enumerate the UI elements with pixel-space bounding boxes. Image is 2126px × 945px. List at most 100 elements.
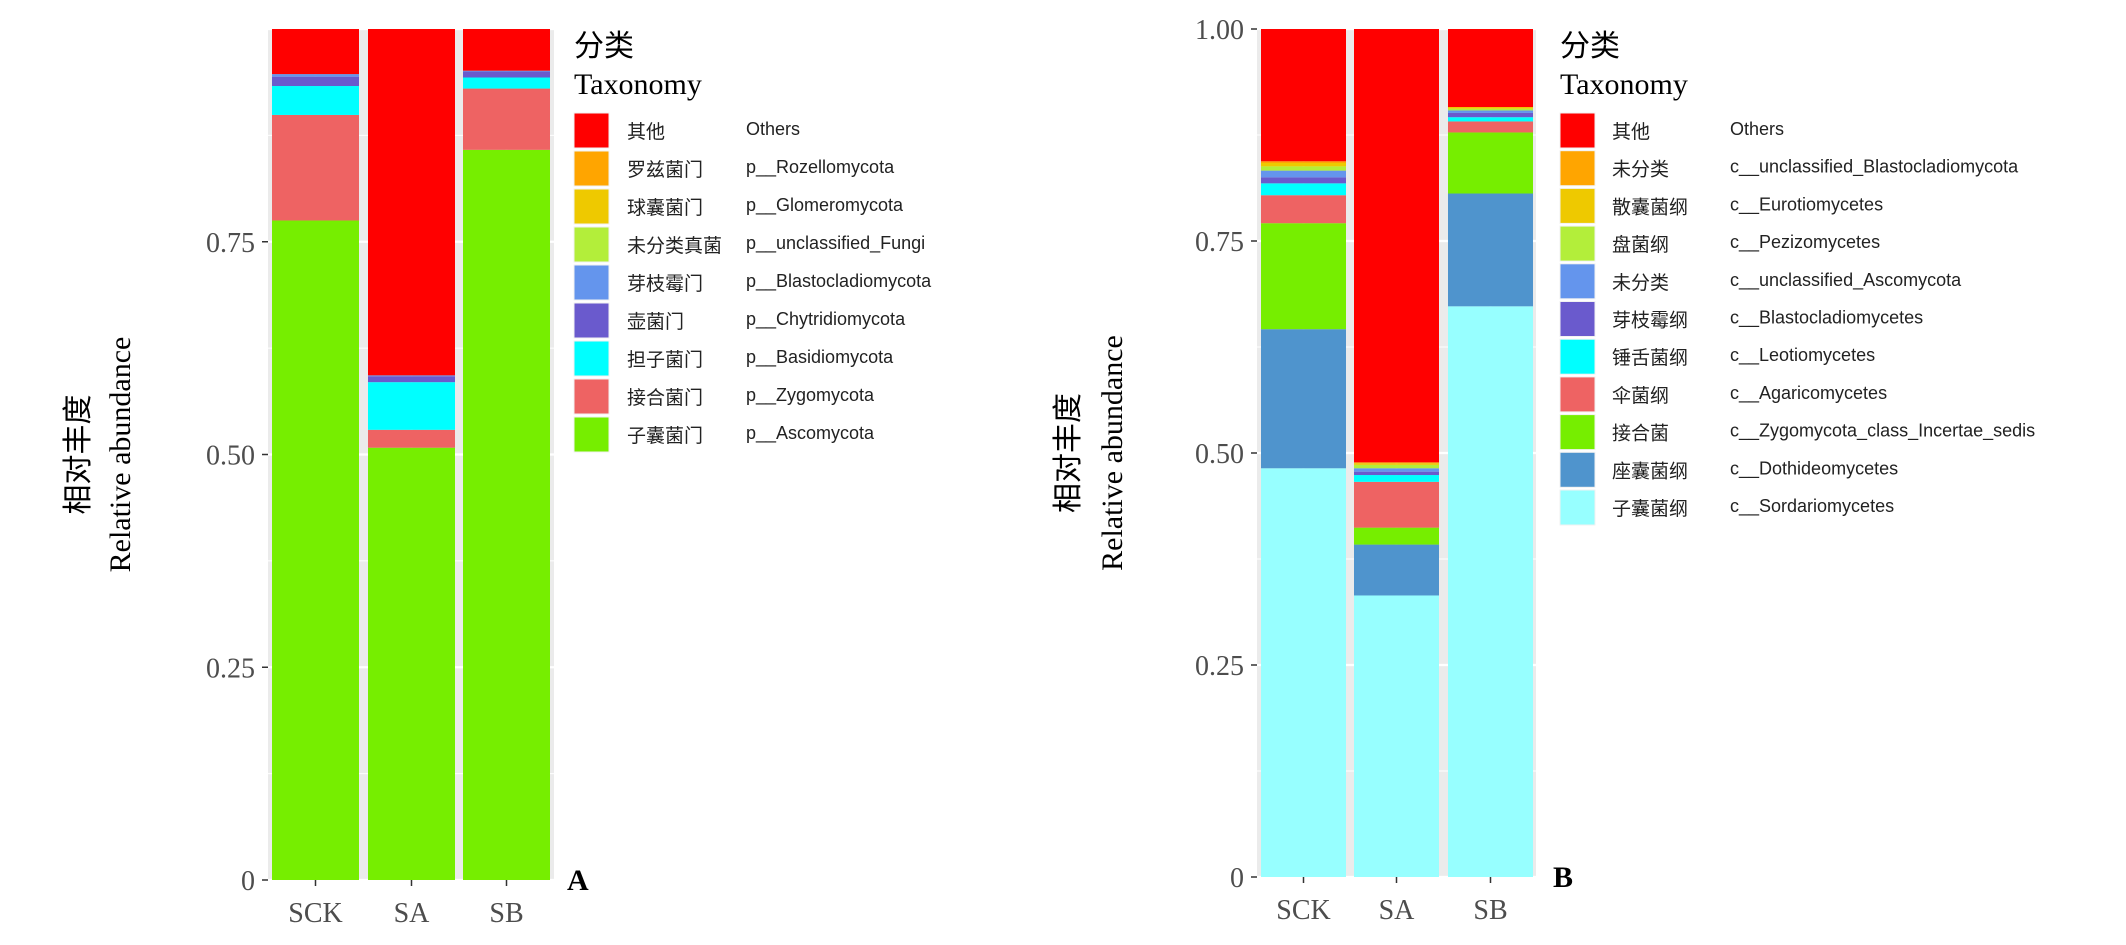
bar-segment-SB-c__Leotiomycetes [1448,117,1533,122]
bar-segment-SCK-p__Chytridiomycota [272,76,359,87]
bar-segment-SA-p__Zygomycota [368,429,455,448]
legend-label-zh: 接合菌 [1612,423,1669,445]
legend-label: c__Dothideomycetes [1730,458,1898,479]
legend-title: Taxonomy [1560,68,1688,101]
y-axis-title-zh: 相对丰度 [62,395,95,515]
bar-segment-SCK-Others [1261,29,1346,162]
legend-label: p__unclassified_Fungi [746,233,925,254]
legend-swatch [1559,376,1596,413]
legend-label: p__Glomeromycota [746,195,904,216]
bar-segment-SA-c__Leotiomycetes [1354,475,1439,482]
legend-label-zh: 球囊菌门 [627,197,703,219]
legend-swatch [1559,225,1596,262]
legend-label: p__Basidiomycota [746,347,894,368]
legend-item: 座囊菌纲 c__Dothideomycetes [1559,451,1898,488]
legend-label: Others [1730,119,1784,139]
legend-item: 锤舌菌纲 c__Leotiomycetes [1559,338,1875,375]
legend-swatch [573,264,610,301]
legend-label: c__Agaricomycetes [1730,383,1887,404]
chart-panel-B: SCK SA SB 0 0.25 0.50 0.75 1.00 相对丰度 Relative abu… [1052,15,2035,926]
legend-label: c__Sordariomycetes [1730,496,1894,517]
legend-item: 盘菌纲 c__Pezizomycetes [1559,225,1880,262]
legend-swatch [1559,451,1596,488]
bar-segment-SB-Others [1448,29,1533,108]
bar-segment-SCK-c__Blastocladiomycetes [1261,177,1346,184]
legend-swatch [573,188,610,225]
legend-swatch [573,340,610,377]
bar-segment-SCK-c__Sordariomycetes [1261,468,1346,877]
legend-label: c__unclassified_Blastocladiomycota [1730,157,2019,178]
bar-segment-SCK-c__Zygomycota_class_Incertae_sedis [1261,223,1346,330]
bar-segment-SCK-c__unclassified_Blastocladiomycota [1261,161,1346,163]
x-tick-label: SA [1379,895,1416,926]
legend-label-zh: 接合菌门 [627,387,703,409]
legend: 分类 Taxonomy 其他 Others 未分类 c__unclassified_Bla… [1559,30,2035,526]
legend-item: 子囊菌门 p__Ascomycota [573,416,875,453]
legend-label-zh: 未分类 [1612,159,1669,181]
legend-item: 未分类 c__unclassified_Ascomycota [1559,263,1962,300]
x-tick-label: SCK [1276,895,1330,926]
bar-segment-SB-c__Blastocladiomycetes [1448,112,1533,118]
legend-swatch [1559,263,1596,300]
legend-swatch [573,150,610,187]
bar-segment-SA-p__Ascomycota [368,447,455,880]
legend-item: 伞菌纲 c__Agaricomycetes [1559,376,1887,413]
legend-item: 子囊菌纲 c__Sordariomycetes [1559,489,1894,526]
legend-label-zh: 其他 [1612,121,1650,143]
legend-label-zh: 芽枝霉门 [627,273,703,295]
bar-segment-SB-p__Ascomycota [463,149,550,881]
legend-label: p__Rozellomycota [746,157,895,178]
legend-label: c__Leotiomycetes [1730,345,1875,366]
bar-segment-SB-p__Chytridiomycota [463,71,550,78]
bar-segment-SB-p__Basidiomycota [463,77,550,89]
legend-label: c__Pezizomycetes [1730,232,1880,253]
legend-item: 球囊菌门 p__Glomeromycota [573,188,904,225]
legend-item: 未分类 c__unclassified_Blastocladiomycota [1559,150,2019,187]
legend-item: 接合菌 c__Zygomycota_class_Incertae_sedis [1559,414,2035,451]
legend-item: 散囊菌纲 c__Eurotiomycetes [1559,187,1883,224]
legend-label: p__Zygomycota [746,385,875,406]
legend-swatch [1559,187,1596,224]
legend-label-zh: 担子菌门 [627,349,703,371]
legend-item: 芽枝霉纲 c__Blastocladiomycetes [1559,301,1923,337]
y-axis-title: Relative abundance [1096,335,1129,571]
legend-label: p__Chytridiomycota [746,309,906,330]
legend-label: Others [746,119,800,139]
legend-item: 芽枝霉门 p__Blastocladiomycota [573,264,932,301]
bar-segment-SB-c__unclassified_Ascomycota [1448,110,1533,113]
legend-title: Taxonomy [574,68,702,101]
bar-segment-SCK-c__Pezizomycetes [1261,166,1346,171]
bar-segment-SB-p__Zygomycota [463,88,550,150]
bar-segment-SCK-p__Blastocladiomycota [272,74,359,77]
bar-segment-SA-c__unclassified_Ascomycota [1354,468,1439,472]
bar-segment-SA-p__Blastocladiomycota [368,375,455,377]
bar-segment-SB-c__Dothideomycetes [1448,193,1533,307]
legend-item: 其他 Others [1559,112,1784,149]
bar-segment-SB-p__Blastocladiomycota [463,70,550,72]
legend-label-zh: 伞菌纲 [1612,385,1669,407]
bar-segment-SB-c__Zygomycota_class_Incertae_sedis [1448,132,1533,194]
legend-swatch [1559,150,1596,187]
legend-label-zh: 散囊菌纲 [1612,196,1688,218]
bar-segment-SCK-p__Ascomycota [272,220,359,881]
bar-segment-SCK-Others [272,29,359,75]
bar-segment-SCK-c__Eurotiomycetes [1261,162,1346,167]
bar-segment-SCK-p__Basidiomycota [272,86,359,115]
y-tick-label: 0 [241,866,255,897]
legend-label-zh: 其他 [627,121,665,143]
legend-title-zh: 分类 [1560,30,1620,63]
legend-label-zh: 盘菌纲 [1612,234,1669,256]
legend-swatch [1559,414,1596,451]
bar-segment-SA-c__Zygomycota_class_Incertae_sedis [1354,527,1439,545]
legend-item: 担子菌门 p__Basidiomycota [573,340,894,377]
legend-item: 未分类真菌 p__unclassified_Fungi [573,226,925,263]
legend-label: c__Eurotiomycetes [1730,194,1883,215]
y-axis-title-zh: 相对丰度 [1052,393,1085,513]
legend-swatch [1559,338,1596,375]
x-tick-label: SB [1473,895,1507,926]
legend-label-zh: 罗兹菌门 [627,159,703,181]
bar-segment-SA-p__Basidiomycota [368,382,455,430]
bar-segment-SA-c__Dothideomycetes [1354,544,1439,596]
y-tick-label: 1.00 [1195,15,1244,46]
legend-swatch [573,226,610,263]
